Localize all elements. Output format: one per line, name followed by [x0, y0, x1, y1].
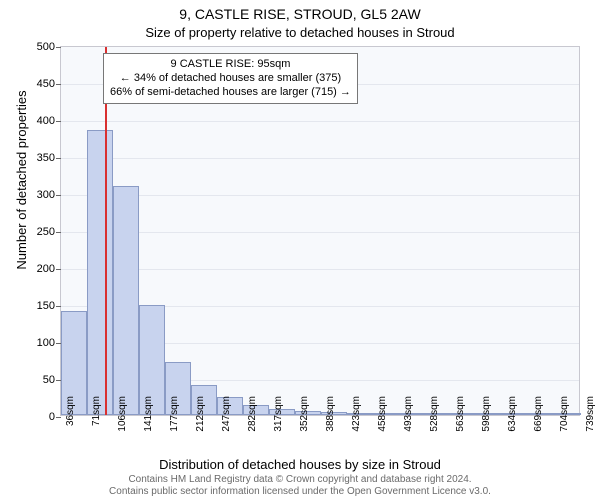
xtick-label: 71sqm [91, 396, 102, 446]
xtick-label: 388sqm [325, 396, 336, 446]
xtick-label: 423sqm [351, 396, 362, 446]
ytick-mark [56, 269, 61, 270]
ytick-label: 450 [15, 78, 55, 90]
xtick-label: 563sqm [455, 396, 466, 446]
annotation-line2: ← 34% of detached houses are smaller (37… [110, 72, 351, 86]
xtick-label: 247sqm [221, 396, 232, 446]
plot-area: 05010015020025030035040045050036sqm71sqm… [60, 46, 580, 416]
x-axis-label: Distribution of detached houses by size … [0, 457, 600, 472]
ytick-mark [56, 84, 61, 85]
footer: Contains HM Land Registry data © Crown c… [0, 474, 600, 498]
xtick-label: 598sqm [481, 396, 492, 446]
xtick-label: 36sqm [65, 396, 76, 446]
ytick-label: 250 [15, 226, 55, 238]
xtick-label: 282sqm [247, 396, 258, 446]
xtick-label: 212sqm [195, 396, 206, 446]
footer-line-2: Contains public sector information licen… [0, 486, 600, 498]
ytick-label: 150 [15, 300, 55, 312]
ytick-mark [56, 232, 61, 233]
xtick-label: 177sqm [169, 396, 180, 446]
xtick-label: 493sqm [403, 396, 414, 446]
ytick-label: 500 [15, 41, 55, 53]
xtick-label: 317sqm [273, 396, 284, 446]
xtick-label: 739sqm [585, 396, 596, 446]
histogram-bar [87, 130, 113, 415]
title-main: 9, CASTLE RISE, STROUD, GL5 2AW [0, 0, 600, 23]
ytick-mark [56, 306, 61, 307]
plot-area-wrap: 05010015020025030035040045050036sqm71sqm… [60, 46, 580, 416]
gridline [61, 121, 579, 122]
ytick-label: 100 [15, 337, 55, 349]
ytick-label: 300 [15, 189, 55, 201]
histogram-bar [113, 186, 139, 415]
xtick-label: 141sqm [143, 396, 154, 446]
xtick-label: 458sqm [377, 396, 388, 446]
ytick-mark [56, 417, 61, 418]
xtick-label: 528sqm [429, 396, 440, 446]
ytick-mark [56, 121, 61, 122]
ytick-label: 0 [15, 411, 55, 423]
chart-container: 9, CASTLE RISE, STROUD, GL5 2AW Size of … [0, 0, 600, 500]
xtick-label: 704sqm [559, 396, 570, 446]
y-axis-label: Number of detached properties [14, 30, 29, 330]
title-sub: Size of property relative to detached ho… [0, 23, 600, 41]
annotation-line1: 9 CASTLE RISE: 95sqm [110, 58, 351, 72]
xtick-label: 106sqm [117, 396, 128, 446]
annotation-box: 9 CASTLE RISE: 95sqm← 34% of detached ho… [103, 53, 358, 104]
footer-line-1: Contains HM Land Registry data © Crown c… [0, 474, 600, 486]
ytick-label: 350 [15, 152, 55, 164]
ytick-label: 50 [15, 374, 55, 386]
ytick-mark [56, 158, 61, 159]
ytick-mark [56, 195, 61, 196]
annotation-line3: 66% of semi-detached houses are larger (… [110, 86, 351, 100]
ytick-label: 200 [15, 263, 55, 275]
xtick-label: 669sqm [533, 396, 544, 446]
ytick-label: 400 [15, 115, 55, 127]
gridline [61, 158, 579, 159]
xtick-label: 634sqm [507, 396, 518, 446]
xtick-label: 352sqm [299, 396, 310, 446]
ytick-mark [56, 47, 61, 48]
